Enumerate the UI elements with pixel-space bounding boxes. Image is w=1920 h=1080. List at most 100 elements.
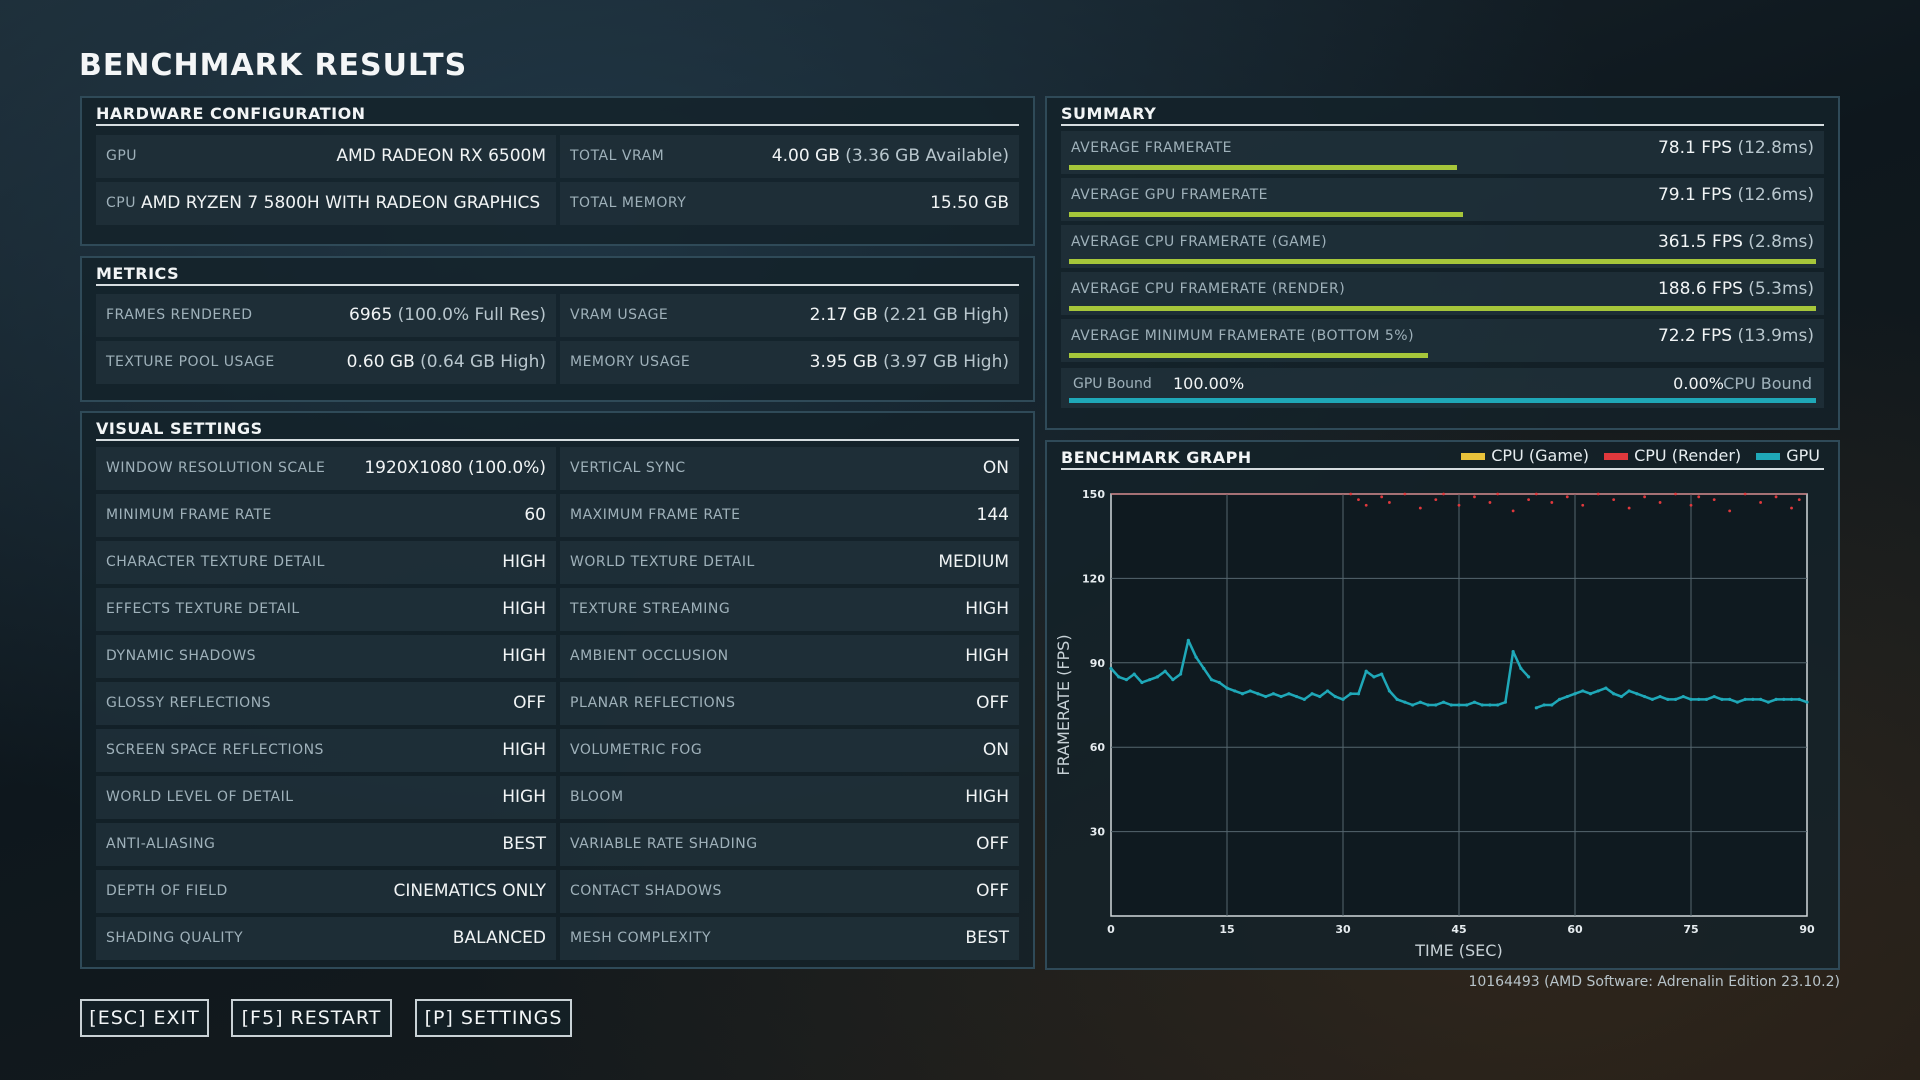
gpu-point: [1225, 686, 1229, 690]
gpu-point: [1743, 697, 1747, 701]
setting-value: MEDIUM: [938, 552, 1009, 572]
x-tick-label: 0: [1107, 923, 1115, 936]
visual-setting-row: DYNAMIC SHADOWS HIGH AMBIENT OCCLUSION HIGH: [96, 635, 1019, 678]
gpu-point: [1325, 689, 1330, 693]
gpu-point: [1240, 692, 1245, 696]
gpu-point: [1751, 697, 1755, 701]
gpu-point: [1782, 697, 1786, 701]
x-axis-label: TIME (SEC): [1414, 941, 1502, 960]
gpu-point: [1643, 694, 1647, 699]
setting-label: VARIABLE RATE SHADING: [570, 836, 758, 852]
x-tick-label: 15: [1219, 923, 1234, 936]
cpu-render-point: [1473, 495, 1476, 499]
gpu-point: [1581, 689, 1585, 693]
benchmark-graph: 0 15 30 45 60 75 90 30 60 90 120 150 TIME (SEC) FRAME…: [1054, 488, 1815, 960]
vram-usage-label: VRAM USAGE: [570, 307, 669, 323]
cpu-render-point: [1418, 506, 1422, 510]
cpu-render-point: [1488, 501, 1492, 504]
gpu-bound-label: GPU Bound: [1073, 376, 1152, 392]
x-tick-label: 45: [1451, 923, 1466, 936]
setting-label: BLOOM: [570, 789, 624, 805]
cpu-render-point: [1565, 495, 1569, 499]
x-tick-label: 60: [1567, 923, 1583, 936]
legend-cpu-game: CPU (Game): [1461, 446, 1589, 465]
summary-row: AVERAGE GPU FRAMERATE 79.1 FPS (12.6ms): [1061, 178, 1824, 221]
gpu-point: [1488, 703, 1492, 707]
summary-row: AVERAGE MINIMUM FRAMERATE (BOTTOM 5%) 72.…: [1061, 319, 1824, 362]
setting-value: HIGH: [965, 646, 1009, 666]
summary-value: 72.2 FPS: [1657, 326, 1733, 346]
gpu-point: [1364, 669, 1368, 673]
summary-row: AVERAGE CPU FRAMERATE (GAME) 361.5 FPS (2…: [1061, 225, 1824, 268]
setting-label: WORLD TEXTURE DETAIL: [570, 554, 755, 570]
visual-setting-row: WINDOW RESOLUTION SCALE 1920X1080 (100.0%…: [96, 447, 1019, 490]
metrics-row-1: FRAMES RENDERED 6965 (100.0% Full Res) V…: [96, 294, 1019, 337]
gpu-point: [1612, 692, 1616, 696]
gpu-point: [1441, 700, 1446, 704]
gpu-point: [1658, 694, 1662, 699]
gpu-point: [1403, 700, 1407, 704]
setting-value: BEST: [965, 928, 1009, 948]
cpu-label: CPU: [106, 195, 136, 211]
gpu-point: [1194, 655, 1198, 659]
gpu-point: [1356, 692, 1361, 696]
summary-row: AVERAGE CPU FRAMERATE (RENDER) 188.6 FPS …: [1061, 272, 1824, 315]
settings-button[interactable]: [P] SETTINGS: [415, 999, 572, 1037]
summary-heading: SUMMARY: [1061, 102, 1824, 126]
hardware-row-1: GPU AMD RADEON RX 6500M TOTAL VRAM 4.00 …: [96, 135, 1019, 178]
setting-label: WORLD LEVEL OF DETAIL: [106, 789, 294, 805]
cpu-render-point: [1774, 495, 1778, 499]
summary-bar: [1069, 353, 1428, 358]
gpu-point: [1310, 692, 1314, 696]
y-tick-label: 60: [1090, 741, 1106, 754]
setting-label: CONTACT SHADOWS: [570, 883, 722, 899]
gpu-point: [1689, 697, 1693, 701]
setting-label: SCREEN SPACE REFLECTIONS: [106, 742, 324, 758]
gpu-point: [1557, 697, 1562, 701]
gpu-point: [1434, 703, 1438, 707]
hardware-panel: HARDWARE CONFIGURATION GPU AMD RADEON RX…: [80, 96, 1035, 246]
gpu-point: [1735, 700, 1739, 704]
version-text: 10164493 (AMD Software: Adrenalin Editio…: [1468, 974, 1840, 990]
vram-usage-value: 2.17 GB: [809, 305, 878, 325]
gpu-point: [1766, 700, 1770, 704]
cpu-render-point: [1697, 495, 1701, 499]
gpu-point: [1333, 694, 1337, 699]
setting-label: ANTI-ALIASING: [106, 836, 216, 852]
summary-sub: (2.8ms): [1748, 232, 1814, 252]
setting-value: 1920X1080 (100.0%): [364, 458, 546, 478]
setting-value: BALANCED: [452, 928, 546, 948]
setting-label: AMBIENT OCCLUSION: [570, 648, 729, 664]
gpu-point: [1124, 678, 1129, 682]
cpu-render-point: [1728, 509, 1732, 513]
gpu-point: [1148, 678, 1152, 682]
cpu-render-point: [1357, 498, 1360, 502]
summary-bar: [1069, 212, 1463, 217]
summary-sub: (12.6ms): [1737, 185, 1814, 205]
vram-usage-sub: (2.21 GB High): [883, 305, 1009, 325]
gpu-point: [1503, 700, 1507, 704]
cpu-bound-value: 0.00%: [1673, 374, 1724, 393]
memory-usage-value: 3.95 GB: [809, 352, 878, 372]
setting-value: ON: [982, 740, 1009, 760]
cpu-render-point: [1712, 498, 1716, 502]
metrics-panel: METRICS FRAMES RENDERED 6965 (100.0% Ful…: [80, 256, 1035, 402]
summary-sub: (5.3ms): [1748, 279, 1814, 299]
gpu-point: [1712, 694, 1716, 699]
gpu-point: [1480, 703, 1484, 707]
visual-setting-row: GLOSSY REFLECTIONS OFF PLANAR REFLECTIONS O…: [96, 682, 1019, 725]
setting-value: HIGH: [502, 787, 546, 807]
cpu-render-point: [1627, 506, 1631, 510]
restart-button[interactable]: [F5] RESTART: [231, 999, 392, 1037]
exit-button[interactable]: [ESC] EXIT: [80, 999, 209, 1037]
summary-value: 79.1 FPS: [1657, 185, 1733, 205]
summary-bar: [1069, 306, 1816, 311]
setting-value: OFF: [976, 693, 1009, 713]
cpu-render-point: [1388, 501, 1391, 504]
setting-label: TEXTURE STREAMING: [570, 601, 731, 617]
setting-value: HIGH: [502, 552, 546, 572]
summary-label: AVERAGE CPU FRAMERATE (GAME): [1071, 234, 1328, 250]
cpu-render-point: [1674, 492, 1677, 496]
gpu-point: [1248, 689, 1252, 693]
gpu-point: [1341, 697, 1345, 701]
